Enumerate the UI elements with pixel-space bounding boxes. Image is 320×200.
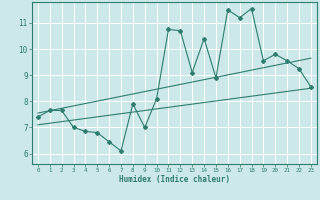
X-axis label: Humidex (Indice chaleur): Humidex (Indice chaleur): [119, 175, 230, 184]
